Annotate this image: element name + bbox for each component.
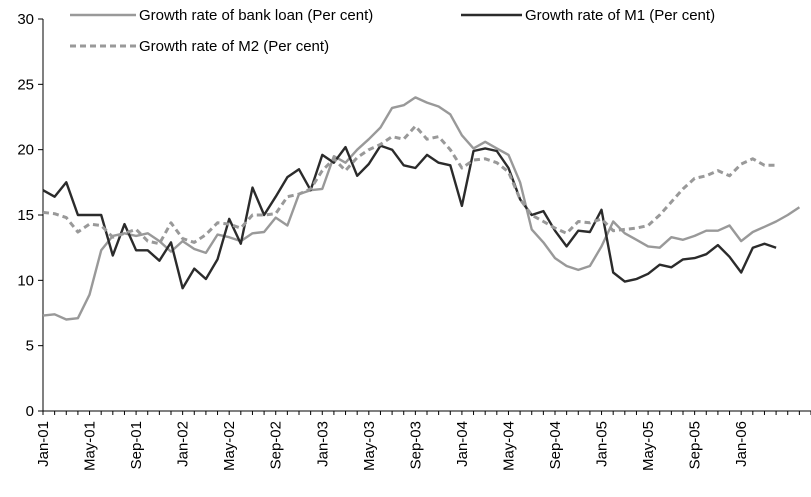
series-line-3: [42, 124, 777, 246]
y-tick-label: 30: [17, 11, 34, 28]
legend-label-2: Growth rate of M1 (Per cent): [525, 7, 715, 24]
x-tick-label: May-01: [82, 421, 99, 471]
x-tick-label: Sep-04: [547, 421, 564, 469]
x-tick-label: Jan-03: [314, 421, 331, 467]
y-axis: 0 5 10 15 20 25 30: [17, 11, 44, 420]
y-tick-label: 5: [26, 338, 34, 355]
x-tick-label: May-04: [500, 421, 517, 471]
x-tick-label: Sep-05: [687, 421, 704, 469]
plot-area: [42, 96, 801, 321]
x-tick-label: Jan-05: [594, 421, 611, 467]
x-tick-label: Jan-06: [733, 421, 750, 467]
x-tick-label: Sep-03: [407, 421, 424, 469]
y-tick-label: 25: [17, 76, 34, 93]
series-line-2: [42, 144, 777, 290]
x-tick-label: Jan-04: [454, 421, 471, 467]
y-tick-label: 0: [26, 403, 34, 420]
y-tick-label: 15: [17, 207, 34, 224]
x-tick-label: Sep-01: [128, 421, 145, 469]
x-tick-label: Sep-02: [268, 421, 285, 469]
x-tick-label: May-03: [361, 421, 378, 471]
legend-label-3: Growth rate of M2 (Per cent): [139, 38, 329, 55]
y-tick-label: 10: [17, 272, 34, 289]
x-tick-label: Jan-02: [175, 421, 192, 467]
legend: Growth rate of bank loan (Per cent) Growt…: [70, 7, 715, 55]
x-tick-label: May-05: [640, 421, 657, 471]
x-tick-label: Jan-01: [35, 421, 52, 467]
legend-label-1: Growth rate of bank loan (Per cent): [139, 7, 373, 24]
series-line-1: [42, 96, 801, 321]
y-tick-label: 20: [17, 142, 34, 159]
x-tick-label: May-02: [221, 421, 238, 471]
x-axis: Jan-01 May-01 Sep-01 Jan-02 May-02 Sep-02 Jan-…: [35, 410, 811, 471]
